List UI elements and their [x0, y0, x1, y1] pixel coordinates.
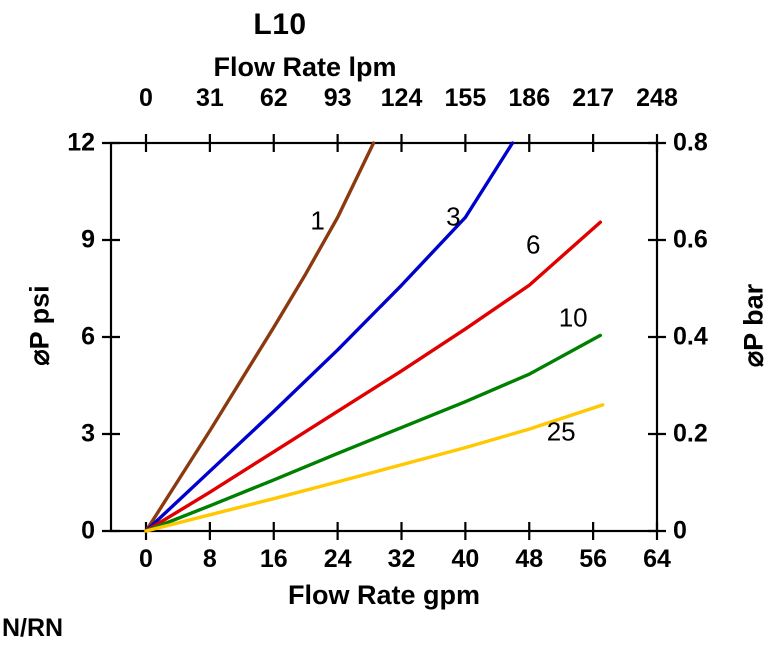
curve-6	[144, 220, 603, 533]
curve-label-3: 3	[446, 201, 461, 232]
left-tick-3: 3	[81, 419, 95, 448]
top-tick-3: 93	[323, 84, 352, 112]
right-tick-0: 0.8	[673, 128, 708, 157]
bottom-axis-title: Flow Rate gpm	[287, 580, 480, 610]
right-tick-2: 0.4	[673, 322, 708, 351]
bottom-tick-4: 32	[387, 545, 416, 573]
curve-10	[144, 333, 603, 533]
bottom-tick-8: 64	[643, 545, 671, 573]
curve-label-10: 10	[558, 302, 588, 333]
top-tick-8: 248	[636, 84, 678, 112]
top-tick-1: 31	[195, 84, 224, 112]
right-tick-3: 0.2	[673, 419, 708, 448]
bottom-tick-5: 40	[451, 545, 480, 573]
chart-title: L10	[253, 8, 307, 41]
bottom-tick-1: 8	[202, 545, 217, 573]
axis-frame	[109, 141, 659, 533]
bottom-tick-0: 0	[139, 545, 153, 573]
bottom-tick-6: 48	[515, 545, 544, 573]
left-tick-2: 6	[81, 322, 95, 351]
right-tick-4: 0	[673, 516, 687, 545]
top-tick-5: 155	[444, 84, 487, 112]
bottom-tick-7: 56	[579, 545, 608, 573]
top-axis-title: Flow Rate lpm	[213, 52, 397, 82]
curve-label-6: 6	[526, 229, 541, 260]
curve-3	[144, 141, 515, 533]
top-tick-4: 124	[380, 84, 423, 112]
footer-note: N/RN	[2, 614, 64, 642]
curve-25	[144, 403, 605, 533]
curve-1	[144, 141, 376, 533]
left-tick-4: 0	[81, 516, 95, 545]
curve-label-25: 25	[546, 416, 576, 447]
top-tick-6: 186	[508, 84, 551, 112]
tick-marks	[102, 134, 666, 540]
left-tick-0: 12	[67, 128, 95, 157]
bottom-tick-3: 24	[323, 545, 352, 573]
top-tick-2: 62	[259, 84, 288, 112]
curve-group	[144, 141, 605, 533]
top-tick-0: 0	[139, 84, 153, 112]
right-tick-1: 0.6	[673, 225, 708, 254]
left-tick-1: 9	[81, 225, 95, 254]
bottom-tick-2: 16	[259, 545, 288, 573]
curve-label-1: 1	[310, 205, 325, 236]
top-tick-7: 217	[572, 84, 614, 112]
